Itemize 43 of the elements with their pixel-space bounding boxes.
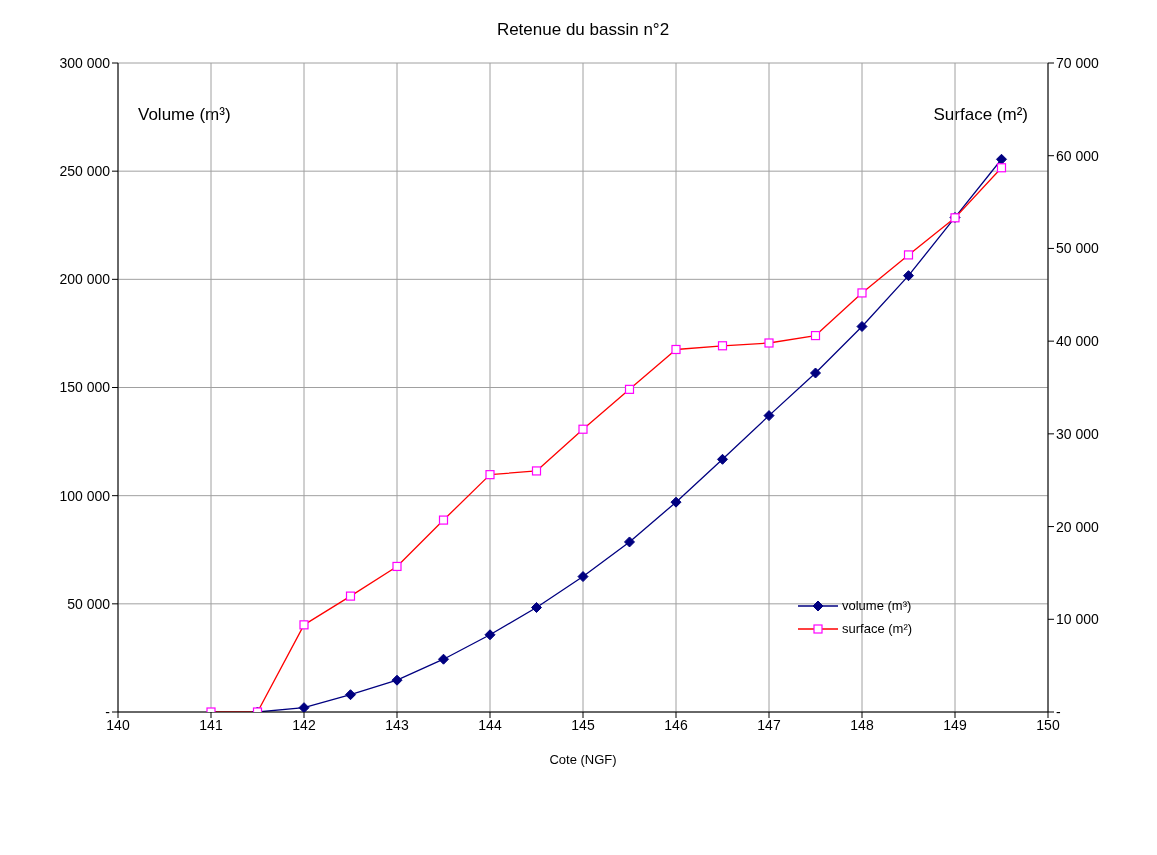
y-tick-label: 100 000	[59, 487, 111, 504]
y2-tick-label: 40 000	[1056, 333, 1100, 350]
point	[438, 653, 449, 665]
x-tick-label: 147	[757, 716, 781, 733]
point	[670, 496, 682, 508]
x-tick-label: 141	[199, 716, 223, 733]
point	[298, 702, 310, 712]
legend-label: volume (m³)	[842, 598, 912, 613]
y2-tick-label: 60 000	[1056, 147, 1100, 164]
y2-axis-title: Surface (m²)	[933, 105, 1028, 125]
x-tick-label: 142	[292, 716, 316, 733]
y2-tick-label: 10 000	[1056, 611, 1100, 628]
x-tick-label: 148	[850, 716, 874, 733]
chart-title: Retenue du bassin n°2	[495, 20, 671, 40]
point	[577, 571, 589, 583]
y2-tick-label: 70 000	[1056, 54, 1100, 71]
y-tick-label: 250 000	[59, 163, 111, 180]
x-tick-label: 145	[571, 716, 595, 733]
point	[903, 270, 914, 282]
y-axis-title: Volume (m³)	[138, 105, 231, 125]
x-tick-label: 149	[943, 716, 967, 733]
point	[391, 674, 403, 686]
legend-label: surface (m²)	[842, 621, 913, 636]
point	[345, 689, 356, 701]
x-tick-label: 143	[385, 716, 409, 733]
point	[810, 367, 821, 379]
point	[484, 629, 496, 641]
y2-tick-label: 30 000	[1056, 425, 1100, 442]
y-tick-label: 200 000	[59, 271, 111, 288]
point	[717, 453, 728, 465]
y2-tick-label: 50 000	[1056, 240, 1100, 257]
y2-tick-label: 20 000	[1056, 518, 1100, 535]
x-tick-label: 144	[478, 716, 502, 733]
y-tick-label: 150 000	[59, 379, 111, 396]
point	[531, 602, 542, 614]
x-tick-label: 146	[664, 716, 688, 733]
point	[996, 153, 1007, 165]
point	[763, 410, 775, 422]
x-axis-title: Cote (NGF)	[549, 752, 617, 767]
y-tick-label: 300 000	[59, 54, 111, 71]
y-tick-label: 50 000	[67, 595, 111, 612]
point	[856, 320, 868, 332]
point	[624, 536, 635, 548]
